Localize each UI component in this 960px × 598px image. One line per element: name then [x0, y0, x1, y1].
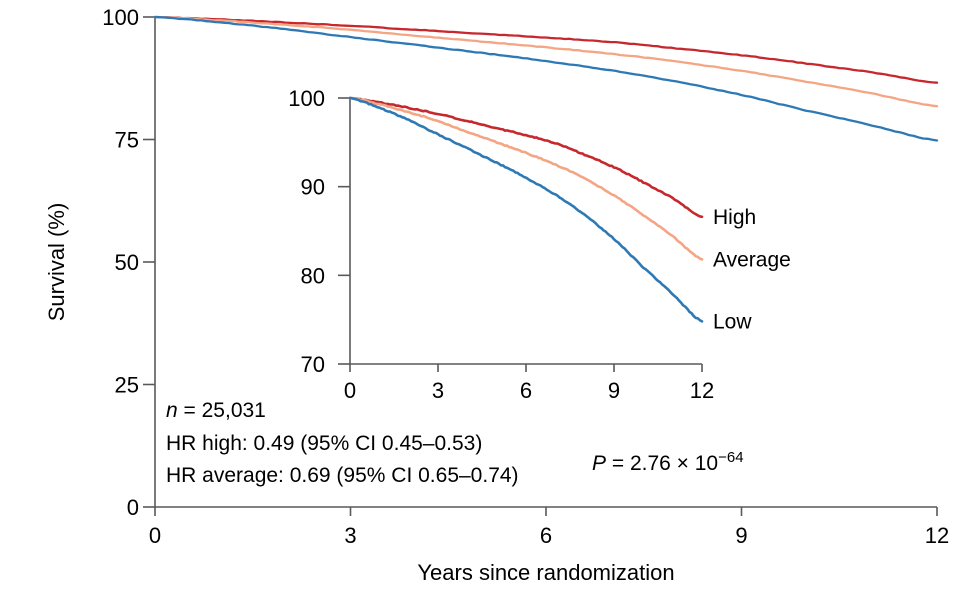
curve-high-inset	[348, 96, 704, 219]
main-x-tick-label: 12	[925, 523, 949, 548]
main-y-tick-label: 25	[115, 373, 139, 398]
inset-y-tick-label: 80	[301, 263, 325, 288]
hr-high-annotation: HR high: 0.49 (95% CI 0.45–0.53)	[166, 432, 483, 455]
inset-series-label-high: High	[713, 206, 756, 229]
y-axis-title: Survival (%)	[44, 202, 69, 322]
inset-x-tick-label: 9	[608, 378, 620, 403]
main-y-tick-label: 100	[102, 5, 139, 30]
main-y-tick-label: 75	[115, 128, 139, 153]
curve-low-main	[153, 15, 939, 142]
inset-x-tick-label: 3	[432, 378, 444, 403]
p-value-base: = 2.76 × 10	[606, 452, 719, 475]
inset-y-tick-label: 100	[288, 86, 325, 111]
curve-low-inset	[348, 96, 704, 323]
inset-series-label-average: Average	[713, 248, 791, 271]
main-x-tick-label: 3	[344, 523, 356, 548]
curve-average-inset	[348, 96, 704, 261]
p-symbol: P	[592, 452, 607, 475]
main-y-tick-label: 50	[115, 250, 139, 275]
p-value-annotation: P = 2.76 × 10−64	[592, 449, 744, 476]
main-x-tick-label: 0	[149, 523, 161, 548]
inset-x-tick-label: 12	[690, 378, 714, 403]
p-value-exponent: −64	[718, 449, 744, 466]
n-value: = 25,031	[177, 399, 266, 422]
sample-size-annotation: n = 25,031	[166, 399, 266, 423]
inset-axis-lines	[349, 98, 702, 365]
main-x-tick-label: 9	[735, 523, 747, 548]
curve-average-main	[153, 15, 939, 108]
inset-x-tick-label: 6	[520, 378, 532, 403]
inset-x-tick-label: 0	[344, 378, 356, 403]
x-axis-title: Years since randomization	[417, 560, 675, 585]
inset-series-label-low: Low	[713, 310, 752, 333]
inset-y-tick-label: 70	[301, 352, 325, 377]
hr-average-annotation: HR average: 0.69 (95% CI 0.65–0.74)	[166, 464, 519, 487]
inset-y-tick-label: 90	[301, 175, 325, 200]
main-x-tick-label: 6	[540, 523, 552, 548]
main-y-tick-label: 0	[127, 495, 139, 520]
curve-high-main	[153, 15, 939, 84]
n-symbol: n	[166, 399, 178, 422]
